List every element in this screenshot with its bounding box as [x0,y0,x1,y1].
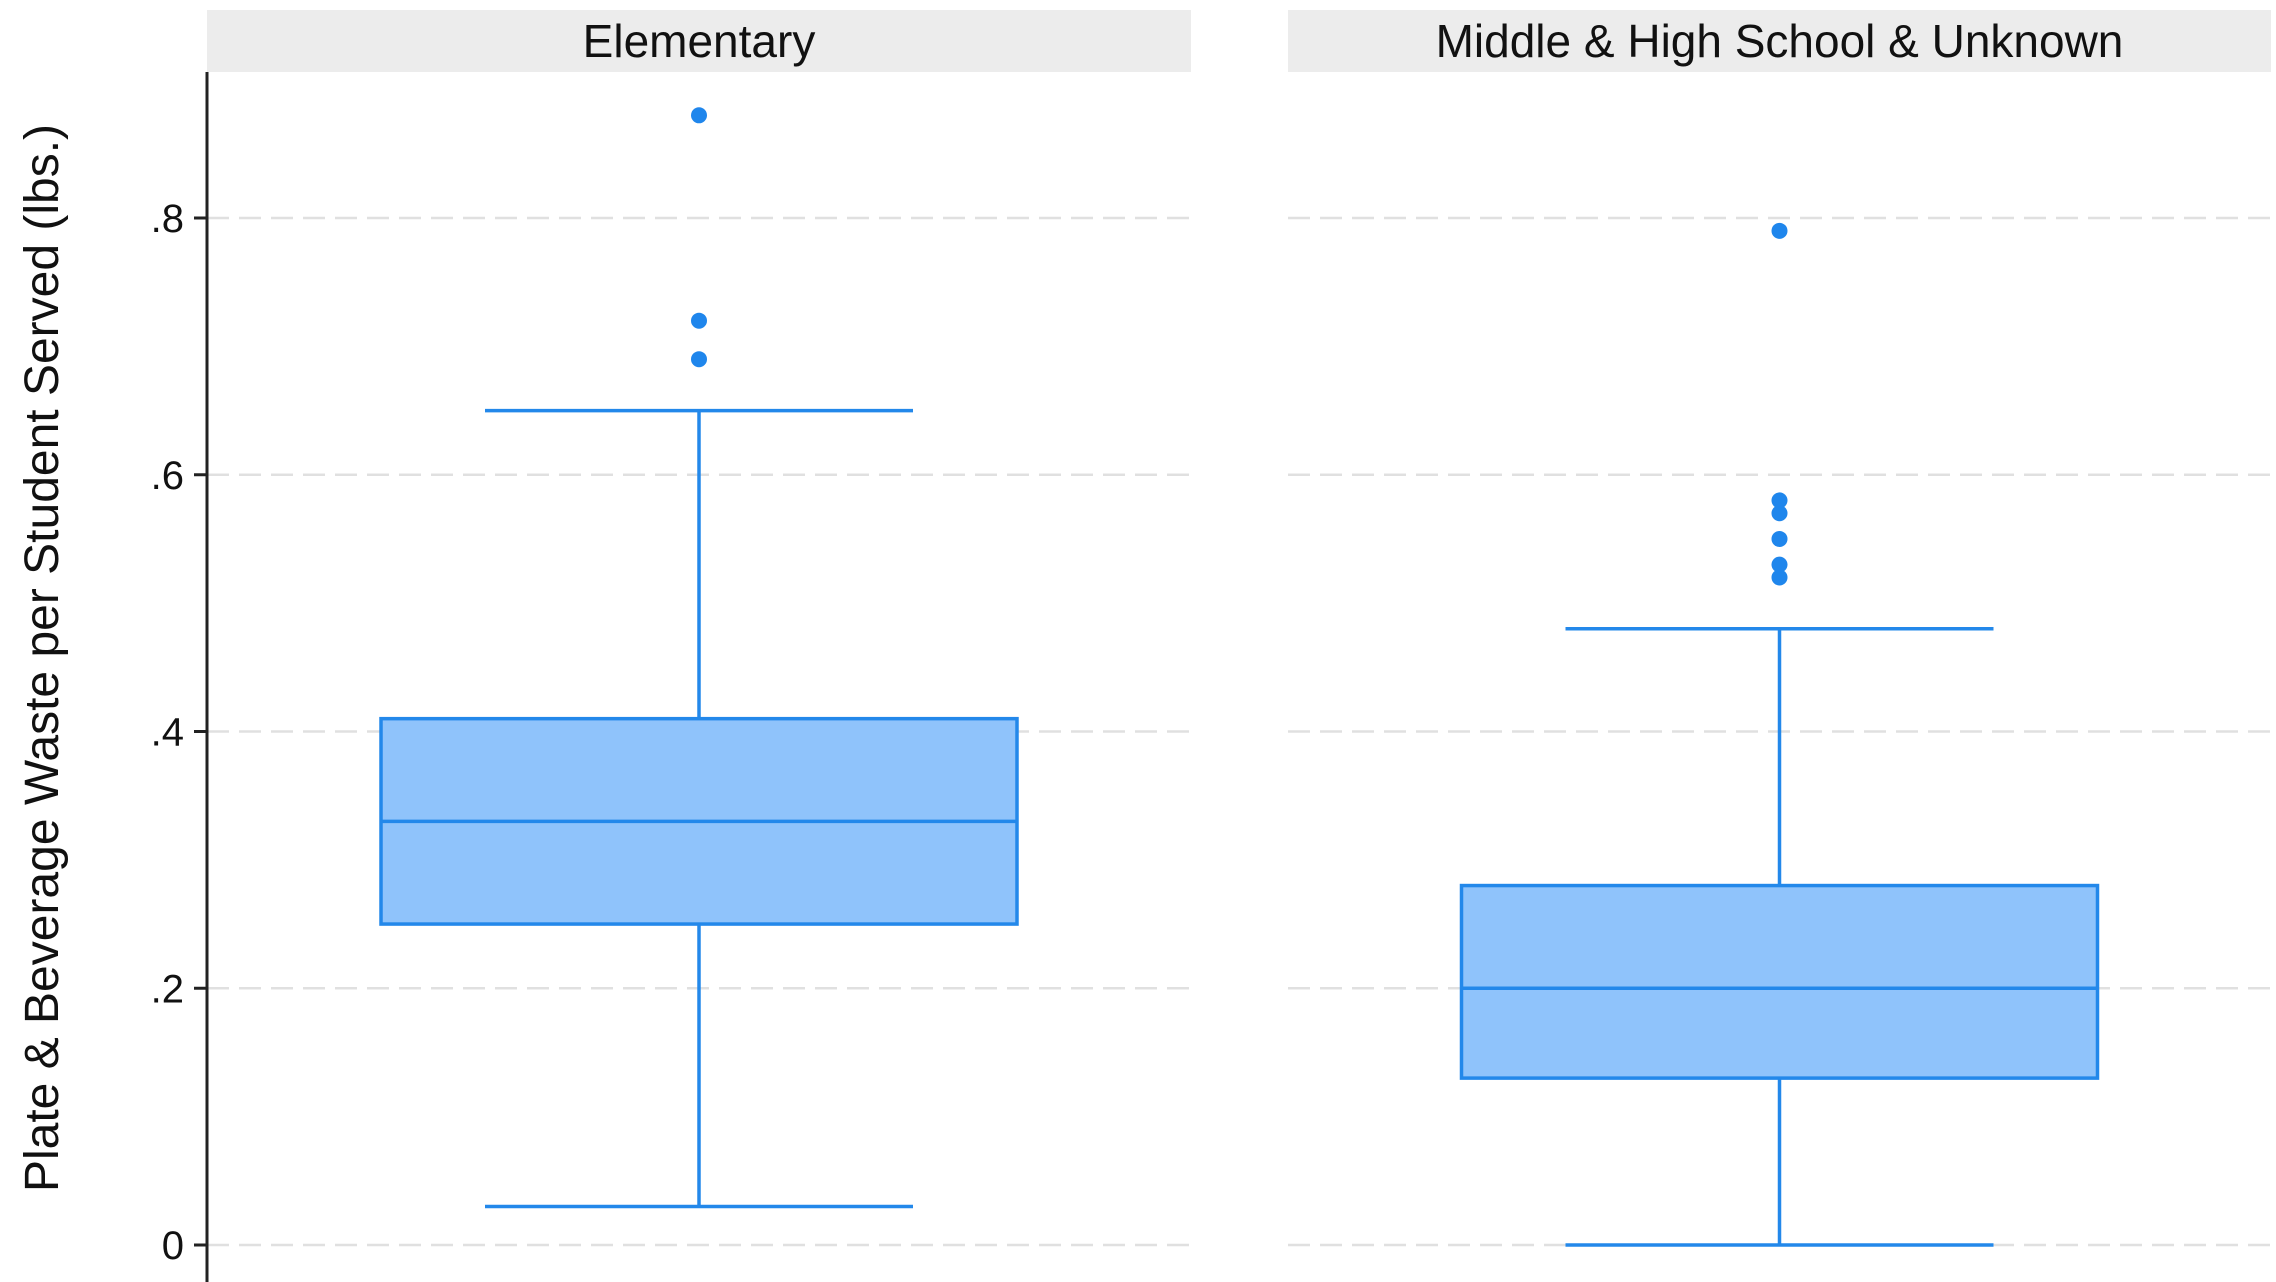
panel-strip [1288,10,2271,72]
panel-1: Elementary [207,10,1191,1247]
outlier-point [1771,492,1788,509]
outlier-point [691,351,707,368]
outlier-point [691,107,707,124]
panel-strip-label: Elementary [583,15,816,67]
outlier-point [1771,222,1788,239]
y-axis: 0 .2 .4 .6 .8 [151,72,209,1282]
panel-strip-label: Middle & High School & Unknown [1436,15,2124,67]
iqr-box [1459,883,2100,1080]
outlier-point [1771,556,1788,573]
y-tick-label: .2 [151,967,184,1011]
chart-panels: Elementary Middle & High School & Unknown [207,10,2271,1247]
panel-strip [207,10,1191,72]
y-tick-label: .4 [151,711,184,755]
outlier-point [1771,505,1788,522]
outlier-point [1771,530,1788,547]
y-tick-label: .6 [151,454,184,498]
outlier-point [691,312,707,329]
outlier-point [1771,569,1788,586]
y-tick-label: 0 [162,1224,184,1268]
y-tick-label: .8 [151,197,184,241]
panel-2: Middle & High School & Unknown [1288,10,2271,1247]
y-axis-title: Plate & Beverage Waste per Student Serve… [16,124,69,1192]
